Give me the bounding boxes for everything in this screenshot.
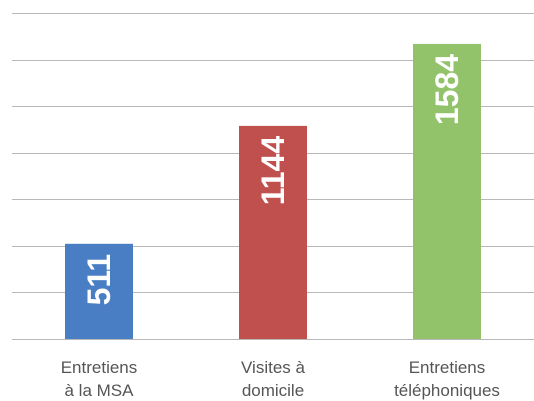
bar-value-label: 1144 — [255, 136, 291, 206]
category-label: Entretiens à la MSA — [61, 358, 138, 400]
bar — [239, 125, 307, 339]
bar — [65, 243, 133, 339]
bar — [413, 43, 481, 339]
bar-value-label: 1584 — [429, 54, 465, 125]
bars — [65, 43, 481, 339]
category-label: Entretiens téléphoniques — [394, 358, 500, 400]
category-labels: Entretiens à la MSA Visites à domicile Entre… — [61, 358, 500, 400]
value-labels: 511 1144 1584 — [81, 54, 465, 306]
category-label: Visites à domicile — [241, 358, 305, 400]
bar-value-label: 511 — [81, 254, 117, 306]
